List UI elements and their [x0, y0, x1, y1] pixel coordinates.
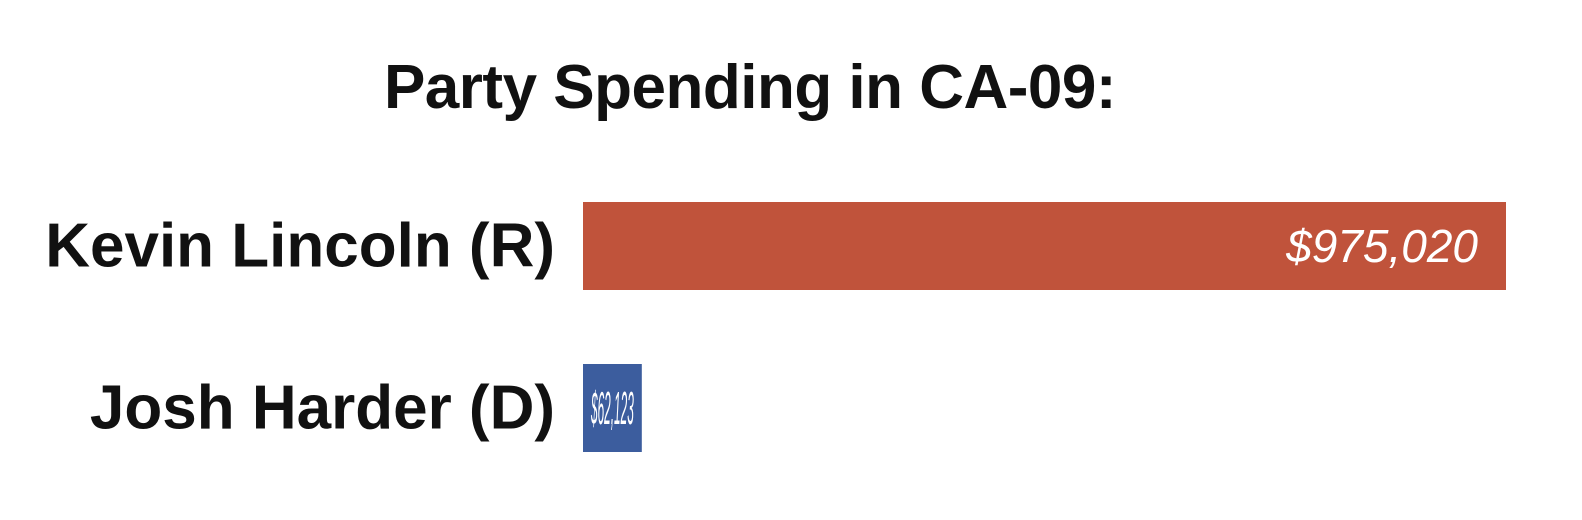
- bar: [583, 364, 642, 452]
- value-label: $62,123: [591, 382, 634, 434]
- value-label: $975,020: [1285, 220, 1478, 272]
- category-label: Josh Harder (D): [90, 374, 555, 443]
- category-label: Kevin Lincoln (R): [45, 212, 555, 281]
- chart-title: Party Spending in CA-09:: [383, 53, 1117, 122]
- bar: [583, 202, 1506, 290]
